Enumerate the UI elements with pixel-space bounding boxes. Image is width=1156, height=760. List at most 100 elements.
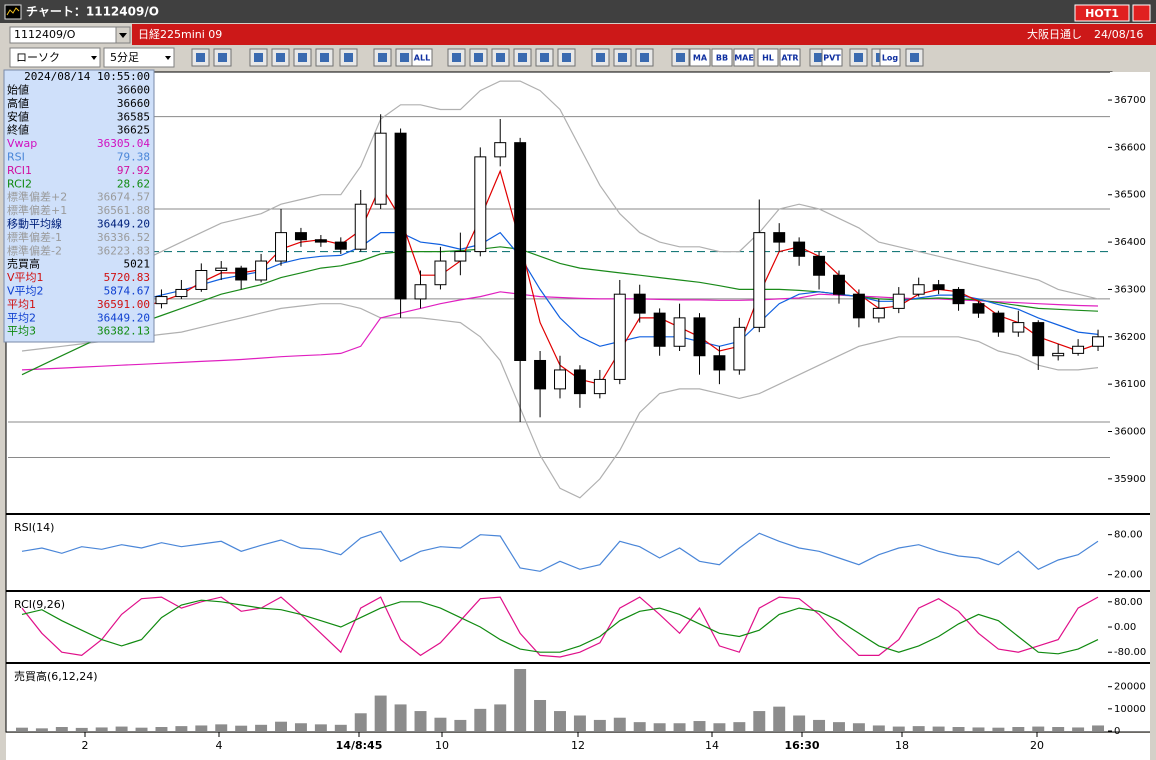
volume-bar xyxy=(235,725,248,731)
candle-body xyxy=(1072,345,1085,354)
volume-bar xyxy=(155,727,168,731)
tool-button[interactable] xyxy=(733,48,755,67)
interval-combo[interactable] xyxy=(103,47,175,68)
candle-body xyxy=(852,293,865,319)
info-value: 36585 xyxy=(117,110,150,123)
tool-button-label[interactable]: Log xyxy=(882,54,899,63)
volume-bar xyxy=(573,715,586,731)
info-value: 28.62 xyxy=(117,177,150,190)
info-panel xyxy=(3,69,155,343)
volume-bar xyxy=(813,719,826,731)
tool-button-label[interactable]: ALL xyxy=(414,54,430,63)
candle-body xyxy=(1092,336,1105,347)
volume-bar xyxy=(434,717,447,731)
info-label: 平均3 xyxy=(7,325,36,338)
tool-button-label[interactable]: BB xyxy=(716,54,728,63)
candle-body xyxy=(255,260,268,281)
volume-bar xyxy=(1012,727,1025,731)
info-label: 標準偏差-1 xyxy=(7,230,62,244)
info-label: 始値 xyxy=(7,83,29,97)
x-tick-label: 4 xyxy=(216,739,223,752)
window-title: チャート：1112409/O xyxy=(26,5,159,19)
tool-button[interactable] xyxy=(411,48,433,67)
candle-body xyxy=(354,203,367,250)
info-label: 高値 xyxy=(7,96,29,110)
tool-button[interactable] xyxy=(757,48,779,67)
volume-bar xyxy=(892,726,905,731)
tool-button-label[interactable]: MA xyxy=(693,54,708,63)
tool-icon-glyph xyxy=(518,53,527,62)
series-line xyxy=(21,599,1099,655)
tool-icon-glyph xyxy=(618,53,627,62)
volume-bar xyxy=(195,725,208,731)
volume-bar xyxy=(773,706,786,731)
volume-bar xyxy=(613,717,626,731)
series-line xyxy=(21,596,1099,658)
y-tick-label: -80.00 xyxy=(1114,647,1146,658)
candle-body xyxy=(753,232,766,328)
volume-bar xyxy=(992,727,1005,731)
y-tick-label: 36200 xyxy=(1114,332,1146,343)
candle-body xyxy=(713,355,726,371)
close-button[interactable] xyxy=(1132,4,1151,22)
volume-bar xyxy=(1072,727,1085,731)
tool-button[interactable] xyxy=(879,48,901,67)
tool-button[interactable] xyxy=(821,48,843,67)
candle-body xyxy=(394,132,407,300)
candle-body xyxy=(912,284,925,295)
candle-body xyxy=(1032,322,1045,357)
y-tick-label: 36000 xyxy=(1114,427,1146,438)
x-tick-label: 14/8:45 xyxy=(336,739,383,752)
volume-bar xyxy=(593,719,606,731)
info-label: 終値 xyxy=(7,123,29,137)
candle-body xyxy=(773,232,786,243)
tool-icon-glyph xyxy=(320,53,329,62)
volume-bar xyxy=(334,724,347,731)
info-datetime: 2024/08/14 10:55:00 xyxy=(24,70,150,83)
candle-body xyxy=(972,303,985,314)
candle-body xyxy=(733,326,746,371)
x-tick-label: 12 xyxy=(571,739,585,752)
volume-bar xyxy=(872,725,885,731)
y-tick-label: 20.00 xyxy=(1114,570,1143,581)
volume-bar xyxy=(135,727,148,731)
tool-button-label[interactable]: ATR xyxy=(781,54,798,63)
volume-bar xyxy=(175,726,188,731)
info-label: V平均1 xyxy=(7,271,44,284)
y-tick-label: 0 xyxy=(1114,726,1120,737)
info-label: V平均2 xyxy=(7,285,44,298)
volume-bar xyxy=(912,726,925,731)
info-value: 36591.00 xyxy=(97,298,150,311)
volume-bar xyxy=(753,711,766,731)
info-label: RSI xyxy=(7,151,25,164)
hot-label[interactable]: HOT1 xyxy=(1085,7,1119,20)
series-line xyxy=(21,530,1099,572)
volume-bar xyxy=(75,727,88,731)
tool-button[interactable] xyxy=(711,48,733,67)
tool-button[interactable] xyxy=(689,48,711,67)
candle-body xyxy=(633,293,646,314)
y-tick-label: 0.00 xyxy=(1114,622,1136,633)
volume-bar xyxy=(215,724,228,731)
tool-button-label[interactable]: MAE xyxy=(734,54,754,63)
volume-bar xyxy=(514,668,527,731)
info-value: 36305.04 xyxy=(97,137,150,150)
chart-type-combo[interactable] xyxy=(9,47,101,68)
tool-button-label[interactable]: PVT xyxy=(823,54,841,63)
panel-title: RCI(9,26) xyxy=(14,598,65,611)
volume-bar xyxy=(633,722,646,731)
tool-button[interactable] xyxy=(779,48,801,67)
candle-body xyxy=(534,359,547,390)
candle-body xyxy=(673,317,686,347)
hot-button[interactable] xyxy=(1074,4,1130,22)
tool-icon-glyph xyxy=(452,53,461,62)
tool-icon-glyph xyxy=(196,53,205,62)
volume-bar xyxy=(693,721,706,731)
date: 24/08/16 xyxy=(1094,28,1143,41)
volume-bar xyxy=(354,713,367,731)
info-value: 36449.20 xyxy=(97,311,150,324)
tool-button-label[interactable]: HL xyxy=(762,54,774,63)
candle-body xyxy=(813,255,826,276)
info-label: 標準偏差-2 xyxy=(7,243,62,257)
x-tick-label: 16:30 xyxy=(784,739,819,752)
